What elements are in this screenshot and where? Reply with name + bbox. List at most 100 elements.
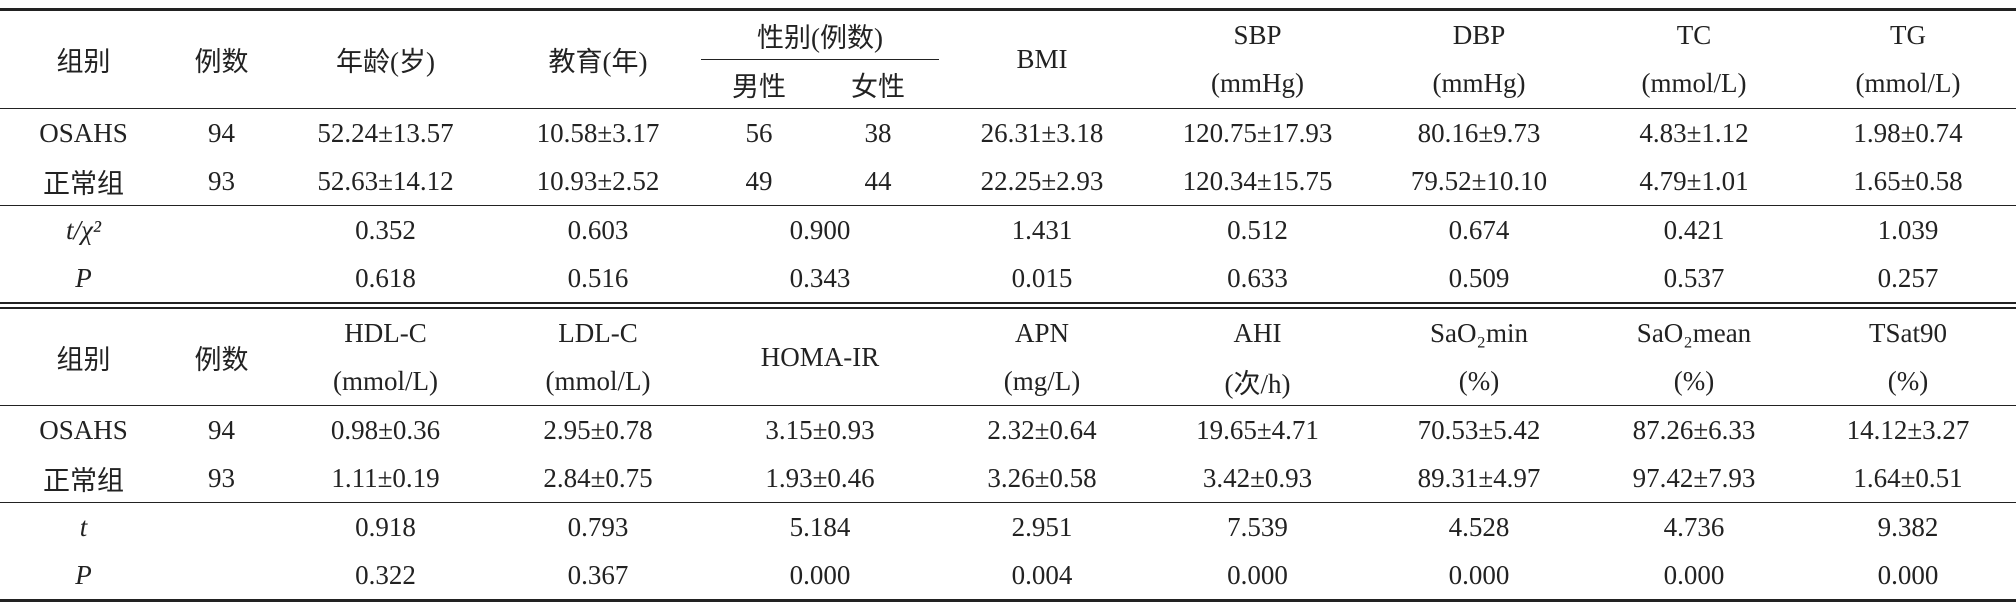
cell: 44 [817,157,940,206]
header-row: 组别 例数 HDL-C LDL-C HOMA-IR APN AHI SaO₂min SaO₂me… [0,308,2016,406]
header-row: 组别 例数 年龄(岁) 教育(年) 性别(例数) BMI SBP DBP TC TG [0,9,2016,109]
cell: 0.674 [1448,214,1510,245]
stat-row: P 0.322 0.367 0.000 0.004 0.000 0.000 0.000 0.00… [0,551,2016,601]
header-cell: 男性 [701,59,817,109]
stat-label: t [79,511,88,542]
cell: 22.25±2.93 [939,157,1146,206]
unit-cell: (mmol/L) [495,357,701,406]
unit-cell: (mmol/L) [276,357,495,406]
cell: 26.31±3.18 [980,117,1104,148]
cell: 1.64±0.51 [1800,454,2016,503]
header-cell: SBP [1233,19,1282,50]
cell: 1.431 [1011,214,1073,245]
header-cell: TC [1676,19,1712,50]
cell: 0.004 [1011,559,1073,590]
cell: 1.98±0.74 [1853,117,1963,148]
cell: 正常组 [0,157,167,206]
cell: 1.65±0.58 [1800,157,2016,206]
cell: 0.509 [1448,262,1510,293]
cell: 38 [864,117,892,148]
unit-cell: (mmol/L) [1800,59,2016,109]
header-cell: SaO₂min [1430,317,1528,348]
cell: 0.512 [1227,214,1288,245]
cell: 0.900 [789,214,851,245]
header-cell: 例数 [167,308,276,406]
cell: 0.603 [567,214,629,245]
header-cell: 组别 [0,9,167,109]
cell: 0.367 [567,559,629,590]
cell: 0.015 [1011,262,1073,293]
cell: 0.793 [567,511,629,542]
data-row: OSAHS 94 0.98±0.36 2.95±0.78 3.15±0.93 2.32±0… [0,406,2016,455]
empty-cell [167,503,276,552]
cell: 3.26±0.58 [939,454,1145,503]
header-cell: SaO₂mean [1636,317,1752,348]
cell: 0.618 [355,262,416,293]
cell: 4.83±1.12 [1639,117,1749,148]
stat-row: P 0.618 0.516 0.343 0.015 0.633 0.509 0.537 0.25… [0,254,2016,303]
header-row: (mmol/L) (mmol/L) (mg/L) (次/h) (%) (%) (%) [0,357,2016,406]
cell: 1.11±0.19 [276,454,495,503]
cell: 0.918 [355,511,416,542]
cell: OSAHS [39,117,128,148]
cell: 49 [701,157,817,206]
cell: 93 [167,454,276,503]
header-cell: BMI [939,9,1146,109]
header-cell: 年龄(岁) [276,9,495,109]
cell: 0.000 [1448,559,1510,590]
unit-cell: (%) [1800,357,2016,406]
unit-cell: (mmol/L) [1588,59,1801,109]
header-cell: APN [1014,317,1069,348]
cell: 120.34±15.75 [1145,157,1371,206]
header-cell: HDL-C [344,317,427,348]
cell: 10.58±3.17 [536,117,660,148]
cell: 2.951 [1011,511,1073,542]
cell: 93 [167,157,276,206]
cell: 0.352 [355,214,416,245]
cell: 10.93±2.52 [495,157,701,206]
data-row: 正常组 93 1.11±0.19 2.84±0.75 1.93±0.46 3.26±0.5… [0,454,2016,503]
cell: 1.93±0.46 [701,454,939,503]
cell: 89.31±4.97 [1370,454,1588,503]
cell: 9.382 [1877,511,1939,542]
unit-cell: (mmHg) [1145,59,1371,109]
cell: 2.84±0.75 [495,454,701,503]
stat-label: P [75,559,92,590]
header-cell: DBP [1452,19,1506,50]
unit-cell: (次/h) [1145,357,1370,406]
empty-cell [167,551,276,601]
cell: 0.537 [1663,262,1725,293]
header-cell: 性别(例数) [701,9,940,60]
cell: 52.24±13.57 [317,117,454,148]
cell: 97.42±7.93 [1588,454,1800,503]
cell: 1.039 [1877,214,1939,245]
header-cell: 组别 [0,308,167,406]
data-row: 正常组 93 52.63±14.12 10.93±2.52 49 44 22.25±2.93… [0,157,2016,206]
cell: 0.257 [1877,262,1939,293]
header-cell: HOMA-IR [701,308,939,406]
cell: 70.53±5.42 [1417,414,1541,445]
cell: OSAHS [39,414,128,445]
stat-label: t/χ² [66,214,101,245]
header-cell: 女性 [817,59,940,109]
cell: 94 [208,117,235,148]
cell: 79.52±10.10 [1370,157,1589,206]
unit-cell: (mg/L) [939,357,1145,406]
cell: 0.000 [1663,559,1725,590]
cell: 0.516 [567,262,629,293]
cell: 4.736 [1663,511,1725,542]
cell: 87.26±6.33 [1632,414,1756,445]
cell: 3.42±0.93 [1145,454,1370,503]
cell: 5.184 [789,511,851,542]
unit-cell: (%) [1370,357,1588,406]
cell: 14.12±3.27 [1846,414,1970,445]
cell: 52.63±14.12 [276,157,495,206]
header-cell: 教育(年) [495,9,701,109]
header-cell: AHI [1233,317,1282,348]
empty-cell [167,254,276,303]
table-top: 组别 例数 年龄(岁) 教育(年) 性别(例数) BMI SBP DBP TC TG 男性 女性 (mm… [0,8,2016,304]
cell: 3.15±0.93 [765,414,875,445]
cell: 80.16±9.73 [1417,117,1541,148]
header-cell: TSat90 [1869,317,1947,348]
